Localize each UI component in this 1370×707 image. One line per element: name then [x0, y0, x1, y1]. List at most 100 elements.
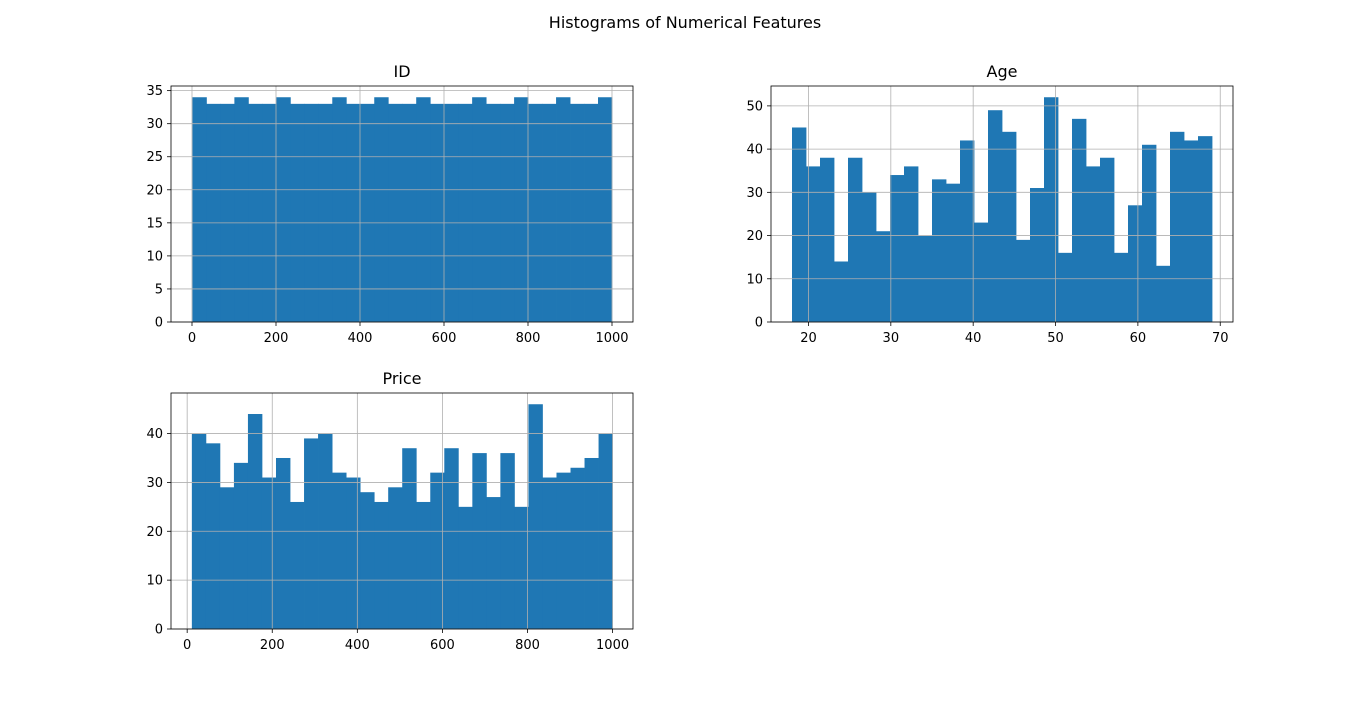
histogram-bar: [220, 103, 235, 322]
histogram-bar: [988, 110, 1003, 323]
histogram-bar: [598, 97, 613, 323]
y-tick-label: 50: [746, 99, 763, 114]
panel-title: Price: [382, 369, 421, 388]
y-tick-label: 40: [146, 427, 163, 442]
histogram-bar: [1114, 252, 1129, 322]
histogram-bar: [1198, 136, 1213, 322]
histogram-bar: [932, 179, 947, 322]
y-tick-label: 10: [146, 574, 163, 589]
histogram-bar: [290, 501, 305, 629]
histogram-bar: [890, 175, 905, 322]
x-tick-label: 60: [1130, 331, 1147, 346]
histogram-bar: [1072, 118, 1087, 322]
y-tick-label: 20: [146, 525, 163, 540]
x-tick-label: 200: [260, 638, 285, 653]
x-tick-label: 70: [1212, 331, 1229, 346]
histogram-bar: [1016, 239, 1031, 322]
histogram-bar: [430, 103, 445, 322]
panel-title: ID: [393, 62, 410, 81]
x-axis-ticks: 20 30 40 50 60 70: [800, 322, 1229, 346]
histogram-bar: [946, 183, 961, 322]
histogram-bar: [792, 127, 807, 323]
histogram-bar: [1030, 188, 1045, 322]
y-tick-label: 0: [155, 623, 163, 638]
histogram-bar: [374, 501, 389, 629]
histogram-bar: [402, 103, 417, 322]
histogram-bar: [542, 477, 557, 629]
histogram-bar: [430, 472, 445, 629]
x-tick-label: 1000: [595, 331, 628, 346]
histogram-bar: [500, 103, 515, 322]
histogram-bar: [248, 103, 263, 322]
histogram-bar: [458, 506, 473, 629]
histogram-panel-price: 0 200 400 600 800 1000 0 10 20 30 40 Price: [146, 369, 634, 653]
x-tick-label: 40: [965, 331, 982, 346]
histogram-bar: [261, 477, 277, 629]
histogram-bar: [486, 497, 501, 629]
x-tick-label: 800: [516, 331, 541, 346]
y-tick-label: 0: [755, 316, 763, 331]
histogram-bar: [388, 103, 403, 322]
histogram-bar: [960, 140, 975, 322]
x-axis-ticks: 0 200 400 600 800 1000: [183, 629, 629, 653]
histogram-bar: [262, 103, 277, 322]
histogram-bars: [792, 97, 1213, 323]
histogram-bar: [486, 103, 501, 322]
histogram-bar: [402, 448, 417, 629]
x-tick-label: 1000: [596, 638, 629, 653]
histogram-bar: [1170, 131, 1185, 322]
grid-lines: [171, 86, 633, 323]
histogram-bar: [542, 103, 557, 322]
y-axis-ticks: 0 10 20 30 40: [146, 427, 171, 638]
histogram-bar: [332, 97, 347, 323]
histogram-bar: [360, 492, 375, 629]
histogram-panel-age: 20 30 40 50 60 70 0 10 20 30 40 50 Age: [746, 62, 1234, 346]
histogram-bar: [570, 467, 585, 629]
histogram-bar: [1086, 166, 1101, 322]
histogram-bar: [806, 166, 821, 322]
histogram-bar: [276, 97, 291, 323]
histogram-bar: [556, 97, 571, 323]
histogram-bar: [584, 457, 599, 629]
histogram-bar: [1058, 252, 1073, 322]
histogram-bar: [444, 448, 459, 629]
y-tick-label: 15: [146, 216, 163, 231]
histogram-bar: [346, 103, 361, 322]
y-tick-label: 0: [155, 316, 163, 331]
histogram-bar: [570, 103, 585, 322]
histogram-bar: [374, 97, 389, 323]
y-tick-label: 25: [146, 150, 163, 165]
histogram-bar: [219, 487, 235, 629]
histogram-bar: [472, 97, 487, 323]
histogram-bar: [234, 97, 249, 323]
histogram-bar: [1128, 205, 1143, 322]
histogram-bar: [514, 97, 529, 323]
histogram-bar: [514, 506, 529, 629]
histogram-bar: [360, 103, 375, 322]
histogram-bar: [416, 501, 431, 629]
histogram-bar: [458, 103, 473, 322]
histogram-bar: [247, 414, 263, 629]
axes-frame: [170, 392, 634, 630]
y-tick-label: 10: [746, 272, 763, 287]
x-tick-label: 200: [264, 331, 289, 346]
x-tick-label: 50: [1047, 331, 1064, 346]
histogram-bar: [528, 103, 543, 322]
histogram-bar: [275, 457, 291, 629]
y-tick-label: 20: [746, 229, 763, 244]
figure-title: Histograms of Numerical Features: [549, 13, 821, 32]
histogram-bar: [304, 103, 319, 322]
histogram-bar: [820, 157, 835, 322]
y-tick-label: 35: [146, 84, 163, 99]
y-tick-label: 20: [146, 183, 163, 198]
axes-frame: [170, 85, 634, 323]
histogram-bar: [290, 103, 305, 322]
histogram-bar: [388, 487, 403, 629]
histogram-bar: [1184, 140, 1199, 322]
histogram-bar: [1100, 157, 1115, 322]
histogram-bar: [206, 103, 221, 322]
axes-frame: [770, 85, 1234, 323]
x-tick-label: 400: [345, 638, 370, 653]
x-tick-label: 20: [800, 331, 817, 346]
